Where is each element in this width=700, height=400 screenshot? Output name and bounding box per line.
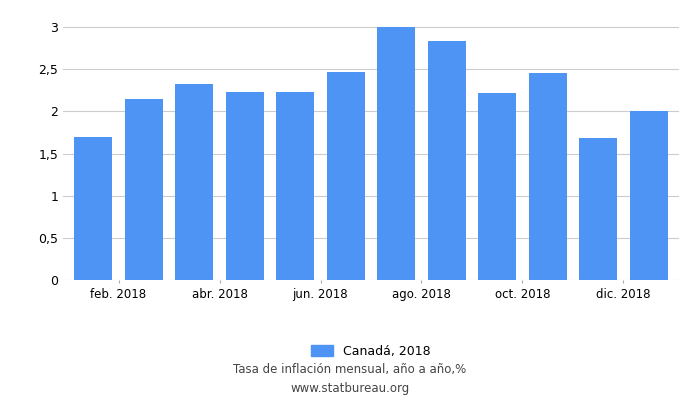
Bar [226,92,264,280]
Text: www.statbureau.org: www.statbureau.org [290,382,410,395]
Bar [377,27,415,280]
Bar [630,112,668,280]
Text: Tasa de inflación mensual, año a año,%: Tasa de inflación mensual, año a año,% [233,364,467,376]
Bar [276,92,314,280]
Bar [478,93,516,280]
Bar [125,99,162,280]
Bar [74,137,112,280]
Bar [528,73,567,280]
Bar [175,84,214,280]
Bar [428,42,466,280]
Legend: Canadá, 2018: Canadá, 2018 [306,340,436,363]
Bar [580,138,617,280]
Bar [327,72,365,280]
